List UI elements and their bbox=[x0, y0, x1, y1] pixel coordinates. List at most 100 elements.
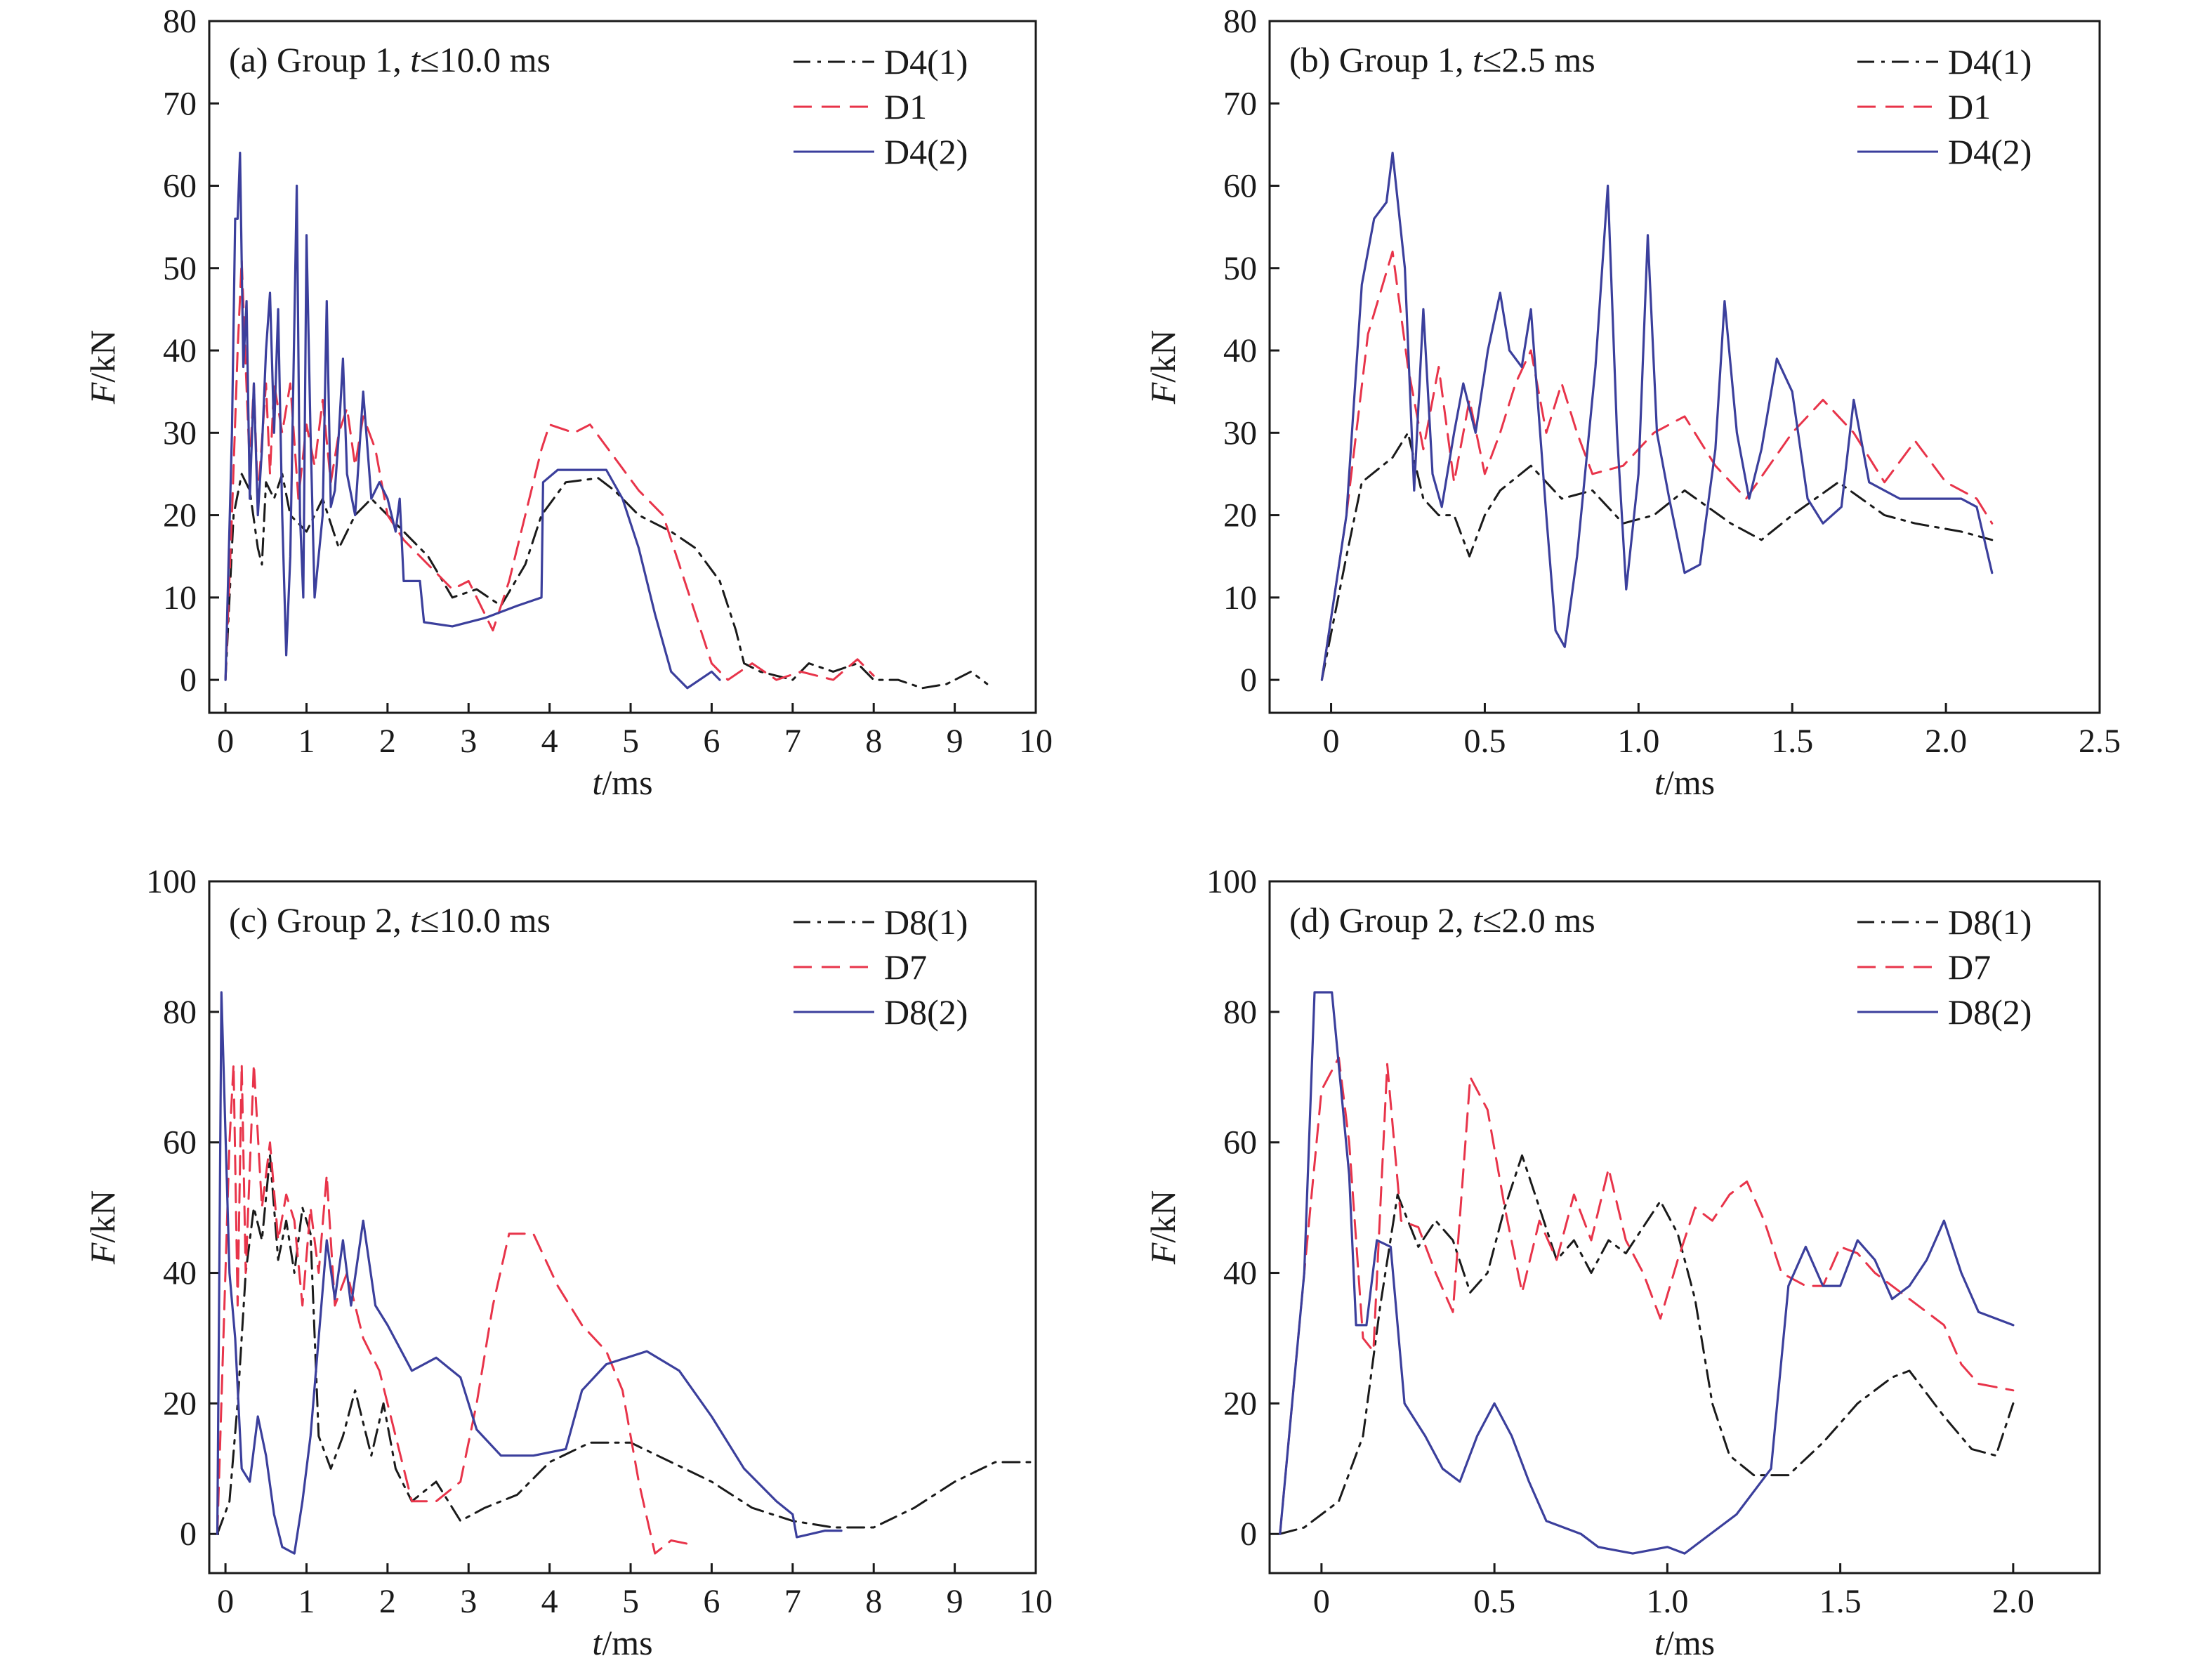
x-tick-label: 10 bbox=[1019, 1583, 1053, 1620]
y-tick-label: 40 bbox=[163, 332, 197, 369]
y-tick-label: 20 bbox=[1223, 1385, 1257, 1422]
panel-b: 0 0.5 1.0 1.5 2.0 2.5 0 10 20 30 40 50 60 70 80 t/ms F/k… bbox=[1143, 3, 2121, 802]
panel-title-range: ≤10.0 ms bbox=[420, 900, 551, 940]
x-tick-label: 0 bbox=[1323, 723, 1340, 760]
panel-title: (a) Group 1, t≤10.0 ms bbox=[229, 40, 551, 79]
x-tick-label: 4 bbox=[541, 723, 558, 760]
y-axis-unit: /kN bbox=[83, 330, 122, 383]
x-tick-label: 1.5 bbox=[1771, 723, 1813, 760]
series-line-d41 bbox=[224, 473, 989, 690]
legend-label: D4(1) bbox=[884, 42, 968, 81]
x-tick-label: 7 bbox=[784, 723, 801, 760]
y-tick-label: 0 bbox=[180, 1516, 197, 1553]
y-axis-unit: /kN bbox=[83, 1190, 122, 1243]
x-tick-label: 2.0 bbox=[1925, 723, 1967, 760]
panel-title-label: (d) Group 2, bbox=[1289, 900, 1473, 940]
plot-frame bbox=[1268, 20, 2101, 714]
y-axis-var: F bbox=[83, 382, 122, 405]
y-tick-label: 60 bbox=[1223, 168, 1257, 205]
y-tick-label: 40 bbox=[1223, 332, 1257, 369]
y-tick-label: 80 bbox=[163, 3, 197, 40]
x-axis-unit: /ms bbox=[602, 1623, 652, 1662]
x-tick-label: 2 bbox=[379, 723, 396, 760]
x-tick-label: 0 bbox=[1313, 1583, 1330, 1620]
panel-title: (b) Group 1, t≤2.5 ms bbox=[1289, 40, 1595, 79]
series-group bbox=[1320, 152, 1994, 681]
y-axis-title: F/kN bbox=[1143, 1190, 1183, 1265]
series-line-d81 bbox=[1279, 1154, 2015, 1535]
series-line-d82 bbox=[216, 991, 843, 1555]
x-tick-label: 5 bbox=[622, 1583, 639, 1620]
x-tick-label: 0.5 bbox=[1463, 723, 1506, 760]
x-tick-label: 0 bbox=[217, 723, 234, 760]
y-tick-label: 80 bbox=[1223, 3, 1257, 40]
x-tick-label: 5 bbox=[622, 723, 639, 760]
series-line-d7 bbox=[216, 1063, 689, 1555]
panel-title-label: (c) Group 2, bbox=[229, 900, 410, 940]
panel-title: (c) Group 2, t≤10.0 ms bbox=[229, 900, 551, 940]
series-line-d1 bbox=[224, 258, 875, 681]
x-axis-title: t/ms bbox=[1654, 763, 1715, 802]
y-tick-label: 60 bbox=[163, 1124, 197, 1162]
series-line-d1 bbox=[1320, 250, 1994, 681]
panel-title-label: (a) Group 1, bbox=[229, 40, 410, 79]
x-tick-label: 1 bbox=[298, 723, 315, 760]
panel-title-label: (b) Group 1, bbox=[1289, 40, 1473, 79]
plot-frame bbox=[208, 20, 1037, 714]
legend-label: D8(1) bbox=[884, 902, 968, 942]
panel-title-var: t bbox=[410, 40, 421, 79]
x-axis-unit: /ms bbox=[1664, 763, 1715, 802]
x-tick-label: 3 bbox=[460, 1583, 477, 1620]
series-line-d7 bbox=[1279, 1056, 2015, 1535]
y-tick-label: 70 bbox=[1223, 85, 1257, 122]
x-tick-label: 4 bbox=[541, 1583, 558, 1620]
x-tick-label: 10 bbox=[1019, 723, 1053, 760]
series-group bbox=[1279, 991, 2015, 1555]
y-axis-unit: /kN bbox=[1143, 330, 1183, 383]
y-tick-label: 20 bbox=[163, 1385, 197, 1422]
y-tick-label: 100 bbox=[146, 863, 197, 900]
panel-title-var: t bbox=[410, 900, 421, 940]
x-tick-label: 6 bbox=[703, 1583, 720, 1620]
x-tick-label: 2.0 bbox=[1992, 1583, 2034, 1620]
legend-label: D4(2) bbox=[1948, 132, 2032, 171]
y-tick-label: 0 bbox=[1240, 1516, 1257, 1553]
x-axis-title: t/ms bbox=[592, 763, 652, 802]
y-tick-label: 100 bbox=[1206, 863, 1257, 900]
x-tick-label: 8 bbox=[865, 1583, 882, 1620]
y-tick-label: 20 bbox=[1223, 497, 1257, 534]
x-tick-label: 1.0 bbox=[1646, 1583, 1688, 1620]
panel-d: 0 0.5 1.0 1.5 2.0 0 20 40 60 80 100 t/ms F/kN (d) Gro… bbox=[1143, 863, 2101, 1662]
series-line-d82 bbox=[1279, 991, 2015, 1555]
y-tick-label: 10 bbox=[163, 579, 197, 617]
y-tick-label: 40 bbox=[163, 1255, 197, 1292]
y-tick-label: 0 bbox=[180, 662, 197, 699]
y-tick-label: 60 bbox=[163, 168, 197, 205]
y-tick-label: 20 bbox=[163, 497, 197, 534]
x-tick-label: 8 bbox=[865, 723, 882, 760]
y-axis-var: F bbox=[83, 1242, 122, 1265]
legend-label: D4(1) bbox=[1948, 42, 2032, 81]
y-tick-label: 70 bbox=[163, 85, 197, 122]
x-tick-label: 3 bbox=[460, 723, 477, 760]
series-group bbox=[216, 991, 1036, 1555]
legend-label: D8(2) bbox=[884, 992, 968, 1032]
legend-label: D7 bbox=[1948, 947, 1991, 987]
series-line-d41 bbox=[1320, 431, 1994, 681]
x-tick-label: 1.5 bbox=[1819, 1583, 1862, 1620]
y-tick-label: 30 bbox=[1223, 414, 1257, 452]
x-axis-var: t bbox=[592, 1623, 603, 1662]
x-tick-label: 1 bbox=[298, 1583, 315, 1620]
x-axis-var: t bbox=[1654, 763, 1665, 802]
series-line-d42 bbox=[224, 152, 721, 690]
y-tick-label: 0 bbox=[1240, 662, 1257, 699]
panel-a: 0 1 2 3 4 5 6 7 8 9 10 0 10 20 30 40 50 60 70 80 t/ms F/kN (a)… bbox=[83, 3, 1053, 802]
panel-title-range: ≤2.0 ms bbox=[1482, 900, 1595, 940]
series-line-d81 bbox=[216, 1154, 1036, 1535]
y-axis-var: F bbox=[1143, 1242, 1183, 1265]
legend-label: D8(1) bbox=[1948, 902, 2032, 942]
y-tick-label: 50 bbox=[1223, 250, 1257, 287]
y-tick-label: 30 bbox=[163, 414, 197, 452]
